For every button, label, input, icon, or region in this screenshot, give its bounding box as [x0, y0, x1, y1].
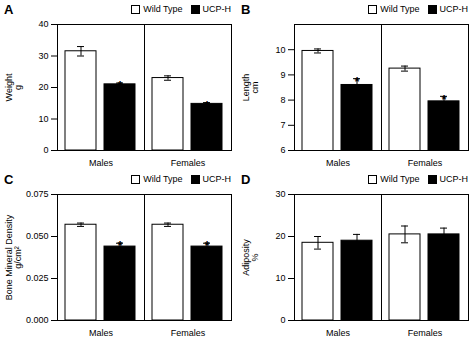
svg-text:Adiposity%: Adiposity% [241, 239, 260, 276]
svg-text:10: 10 [275, 45, 285, 55]
svg-text:Females: Females [171, 158, 206, 168]
html-text:Wild Type: Wild Type [143, 4, 183, 14]
svg-text:0.050: 0.050 [26, 231, 49, 241]
svg-text:*: * [204, 238, 210, 253]
svg-text:*: * [117, 78, 123, 93]
svg-text:10: 10 [275, 273, 285, 283]
html-text:B: B [241, 1, 251, 17]
svg-text:40: 40 [38, 19, 48, 29]
html-text:Wild Type: Wild Type [380, 4, 420, 14]
svg-text:Females: Females [171, 328, 206, 338]
svg-text:*: * [354, 74, 360, 89]
svg-text:Bone Mineral Densityg/cm²: Bone Mineral Densityg/cm² [4, 214, 23, 300]
svg-text:20: 20 [38, 82, 48, 92]
html-text:A: A [4, 1, 14, 17]
svg-text:Males: Males [326, 328, 351, 338]
svg-text:8: 8 [280, 95, 285, 105]
svg-text:6: 6 [280, 145, 285, 155]
svg-text:Weightg: Weightg [4, 73, 23, 101]
svg-text:Males: Males [89, 158, 114, 168]
html-text:Wild Type: Wild Type [380, 174, 420, 184]
svg-text:0: 0 [280, 315, 285, 325]
svg-text:0.025: 0.025 [26, 273, 49, 283]
svg-text:20: 20 [275, 231, 285, 241]
html-text:UCP-H: UCP-H [202, 174, 231, 184]
svg-text:*: * [441, 92, 447, 107]
svg-text:Lengthcm: Lengthcm [241, 74, 260, 102]
html-text:C: C [4, 171, 14, 187]
svg-text:Females: Females [408, 328, 443, 338]
svg-text:10: 10 [38, 114, 48, 124]
svg-text:30: 30 [275, 189, 285, 199]
svg-text:0.000: 0.000 [26, 315, 49, 325]
html-text:UCP-H: UCP-H [439, 174, 468, 184]
html-text:D: D [241, 171, 251, 187]
svg-text:Males: Males [89, 328, 114, 338]
html-text:Wild Type: Wild Type [143, 174, 183, 184]
svg-text:7: 7 [280, 120, 285, 130]
svg-text:Males: Males [326, 158, 351, 168]
svg-text:0: 0 [43, 145, 48, 155]
svg-text:*: * [204, 98, 210, 113]
html-text:UCP-H: UCP-H [439, 4, 468, 14]
svg-text:0.075: 0.075 [26, 189, 49, 199]
html-text:UCP-H: UCP-H [202, 4, 231, 14]
svg-text:Females: Females [408, 158, 443, 168]
svg-text:30: 30 [38, 51, 48, 61]
svg-text:9: 9 [280, 70, 285, 80]
svg-text:*: * [117, 238, 123, 253]
